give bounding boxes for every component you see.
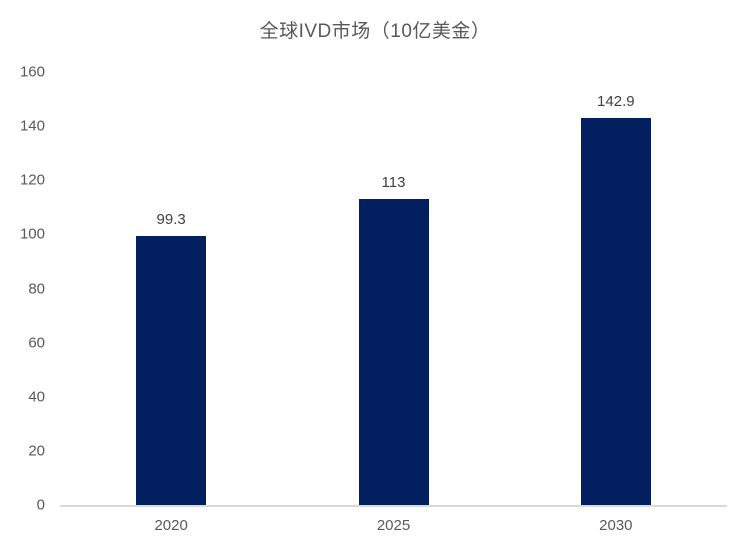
- chart-title: 全球IVD市场（10亿美金）: [259, 21, 491, 42]
- y-tick-label: 120: [19, 171, 45, 189]
- y-tick-label: 80: [28, 280, 45, 297]
- bar-value-label: 113: [381, 174, 406, 192]
- y-tick-label: 20: [28, 442, 45, 460]
- x-tick-label: 2020: [154, 517, 188, 534]
- bar: [580, 118, 651, 505]
- y-tick-label: 0: [36, 496, 45, 514]
- y-tick-label: 160: [19, 63, 45, 81]
- y-tick-label: 60: [28, 334, 45, 352]
- y-tick-label: 140: [19, 117, 45, 135]
- bar: [136, 236, 207, 505]
- x-tick-label: 2025: [376, 517, 411, 534]
- x-tick-label: 2030: [599, 517, 633, 534]
- plot-area: 99.3 113 142.9: [60, 72, 727, 505]
- bar-value-label: 99.3: [156, 211, 186, 229]
- bar-value-label: 142.9: [597, 93, 635, 111]
- y-tick-label: 40: [28, 388, 45, 406]
- x-axis-line: [60, 505, 727, 507]
- bar: [358, 199, 429, 505]
- y-tick-label: 100: [19, 225, 45, 243]
